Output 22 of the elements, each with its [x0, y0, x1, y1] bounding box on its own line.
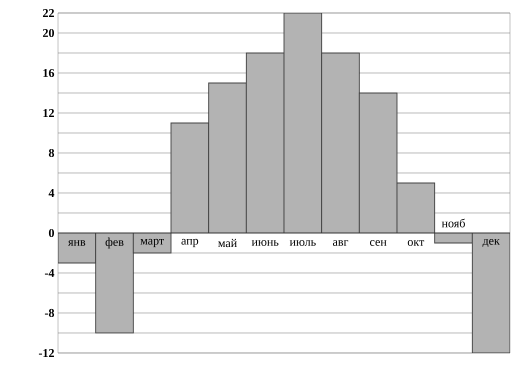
- x-tick-label: янв: [68, 240, 86, 246]
- x-tick-label: июнь: [252, 240, 278, 246]
- y-tick-label: 12: [43, 109, 54, 117]
- x-tick-label: сен: [370, 240, 386, 246]
- y-tick-label: 20: [42, 28, 54, 38]
- y-tick-label: 22: [42, 9, 54, 17]
- x-tick-label: окт: [408, 240, 424, 246]
- y-tick-label: -12: [38, 349, 54, 357]
- y-tick-label: 8: [48, 148, 54, 158]
- x-tick-label: май: [218, 238, 237, 248]
- x-tick-label: нояб: [442, 218, 465, 228]
- x-tick-label: март: [140, 238, 164, 248]
- x-tick-label: авг: [332, 240, 348, 246]
- y-tick-label: 16: [43, 68, 54, 78]
- x-tick-label: июль: [290, 240, 316, 246]
- y-tick-label: -8: [44, 308, 54, 318]
- x-tick-label: апр: [181, 238, 198, 248]
- y-tick-label: 4: [48, 189, 54, 197]
- x-tick-label: дек: [482, 239, 500, 247]
- y-tick-label: 0: [48, 228, 54, 238]
- x-tick-label: фев: [106, 238, 124, 248]
- y-tick-label: -4: [44, 269, 54, 277]
